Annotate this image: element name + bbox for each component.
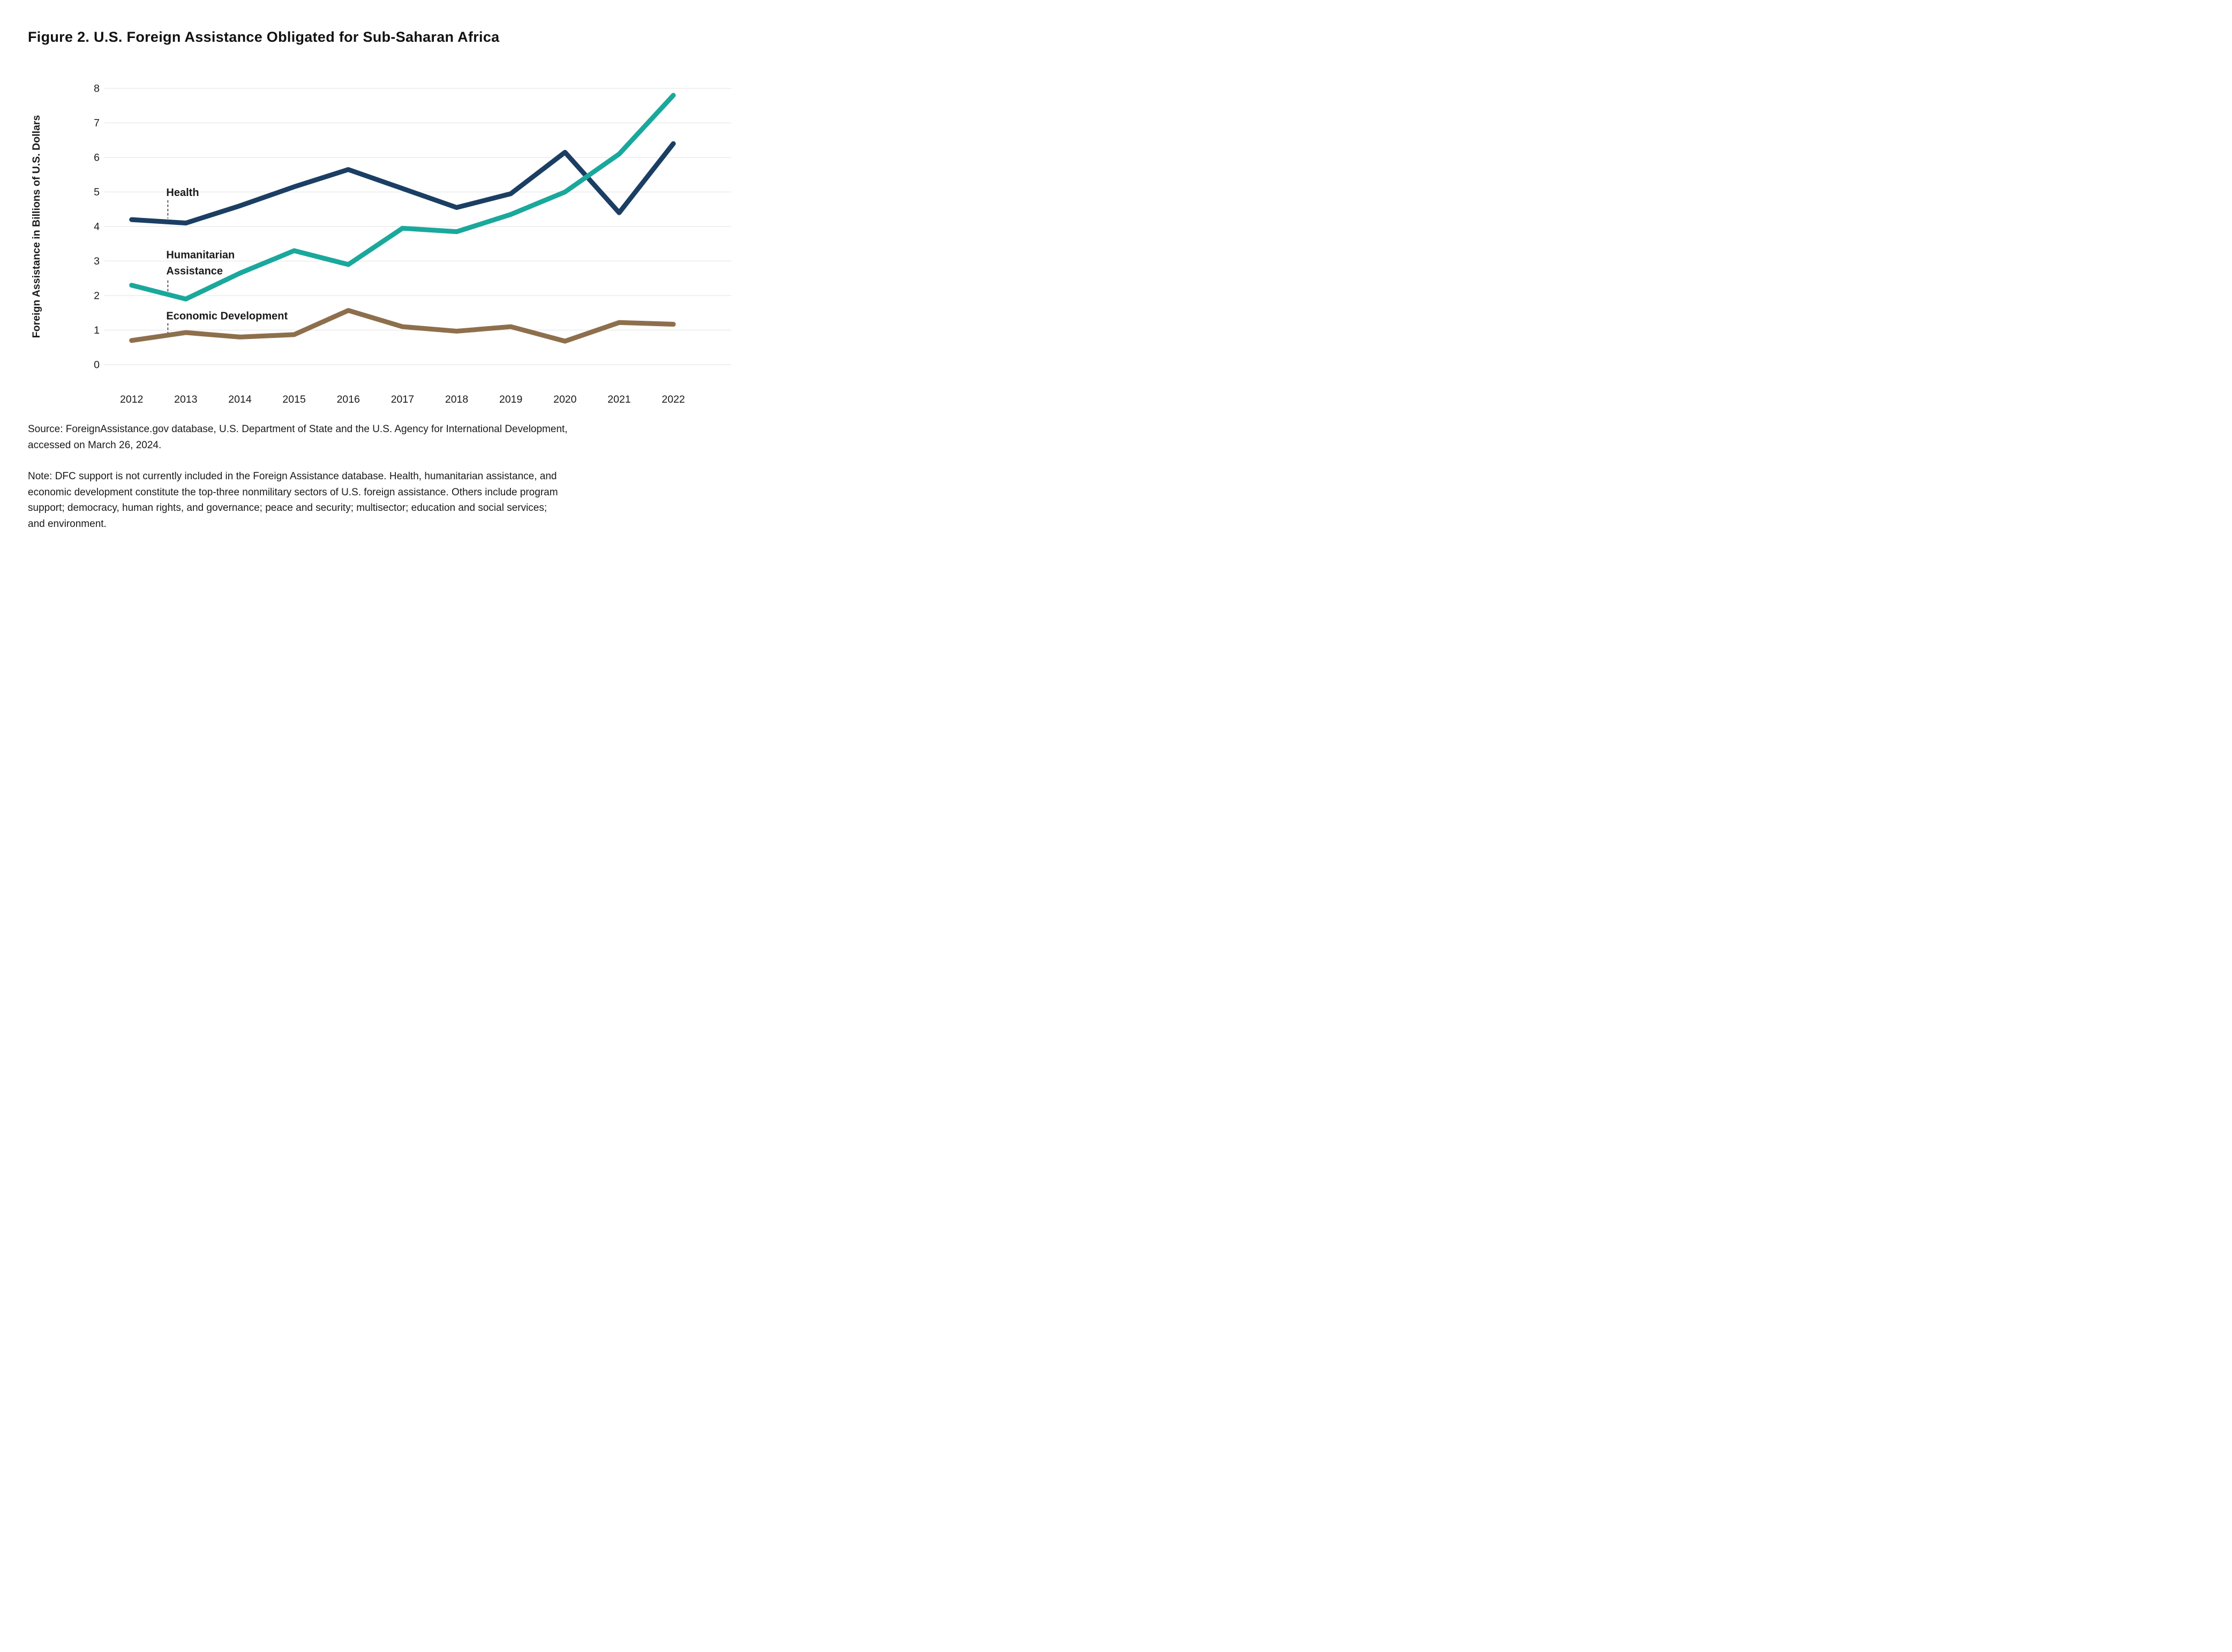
source-line: Source: ForeignAssistance.gov database, … [28, 424, 568, 435]
series-annotations: Health Humanitarian Assistance Economic Dev… [166, 187, 288, 333]
note-line: economic development constitute the top-… [28, 486, 558, 498]
x-tick-label: 2019 [499, 394, 522, 405]
y-tick-label: 3 [94, 255, 100, 267]
x-axis-tick-labels: 2012 2013 2014 2015 2016 2017 2018 2019 2020 2021… [120, 394, 685, 405]
y-tick-label: 0 [94, 359, 100, 371]
y-tick-label: 6 [94, 152, 100, 164]
x-tick-label: 2018 [445, 394, 468, 405]
series-label-health: Health [166, 187, 199, 199]
x-tick-label: 2020 [553, 394, 577, 405]
x-tick-label: 2013 [174, 394, 197, 405]
data-series-lines [129, 93, 676, 344]
x-tick-label: 2014 [228, 394, 252, 405]
x-tick-label: 2017 [391, 394, 414, 405]
note-line: support; democracy, human rights, and go… [28, 502, 547, 514]
note-line: Note: DFC support is not currently inclu… [28, 471, 557, 482]
x-tick-label: 2016 [337, 394, 360, 405]
x-tick-label: 2022 [662, 394, 685, 405]
x-tick-label: 2015 [282, 394, 306, 405]
figure-page: Figure 2. U.S. Foreign Assistance Obliga… [0, 0, 744, 550]
series-label-humanitarian-assistance: Humanitarian [166, 249, 235, 261]
y-axis-title: Foreign Assistance in Billions of U.S. D… [31, 115, 42, 338]
series-label-economic-development: Economic Development [166, 311, 288, 322]
series-line-health [129, 141, 676, 226]
series-line-economic-development [129, 308, 676, 344]
series-line-humanitarian-assistance [129, 93, 676, 301]
x-tick-label: 2021 [607, 394, 630, 405]
note-text: Note: DFC support is not currently inclu… [28, 469, 558, 532]
series-label-humanitarian-assistance: Assistance [166, 266, 223, 277]
source-text: Source: ForeignAssistance.gov database, … [28, 421, 568, 453]
y-tick-label: 7 [94, 117, 100, 129]
source-line: accessed on March 26, 2024. [28, 439, 162, 451]
y-tick-label: 1 [94, 325, 100, 336]
note-line: and environment. [28, 518, 107, 530]
y-tick-label: 4 [94, 221, 100, 233]
y-tick-label: 8 [94, 83, 100, 95]
y-axis-tick-labels: 0 1 2 3 4 5 6 7 8 [94, 83, 100, 371]
x-tick-label: 2012 [120, 394, 143, 405]
y-tick-label: 5 [94, 186, 100, 198]
figure-title: Figure 2. U.S. Foreign Assistance Obliga… [28, 29, 500, 45]
y-tick-label: 2 [94, 290, 100, 302]
